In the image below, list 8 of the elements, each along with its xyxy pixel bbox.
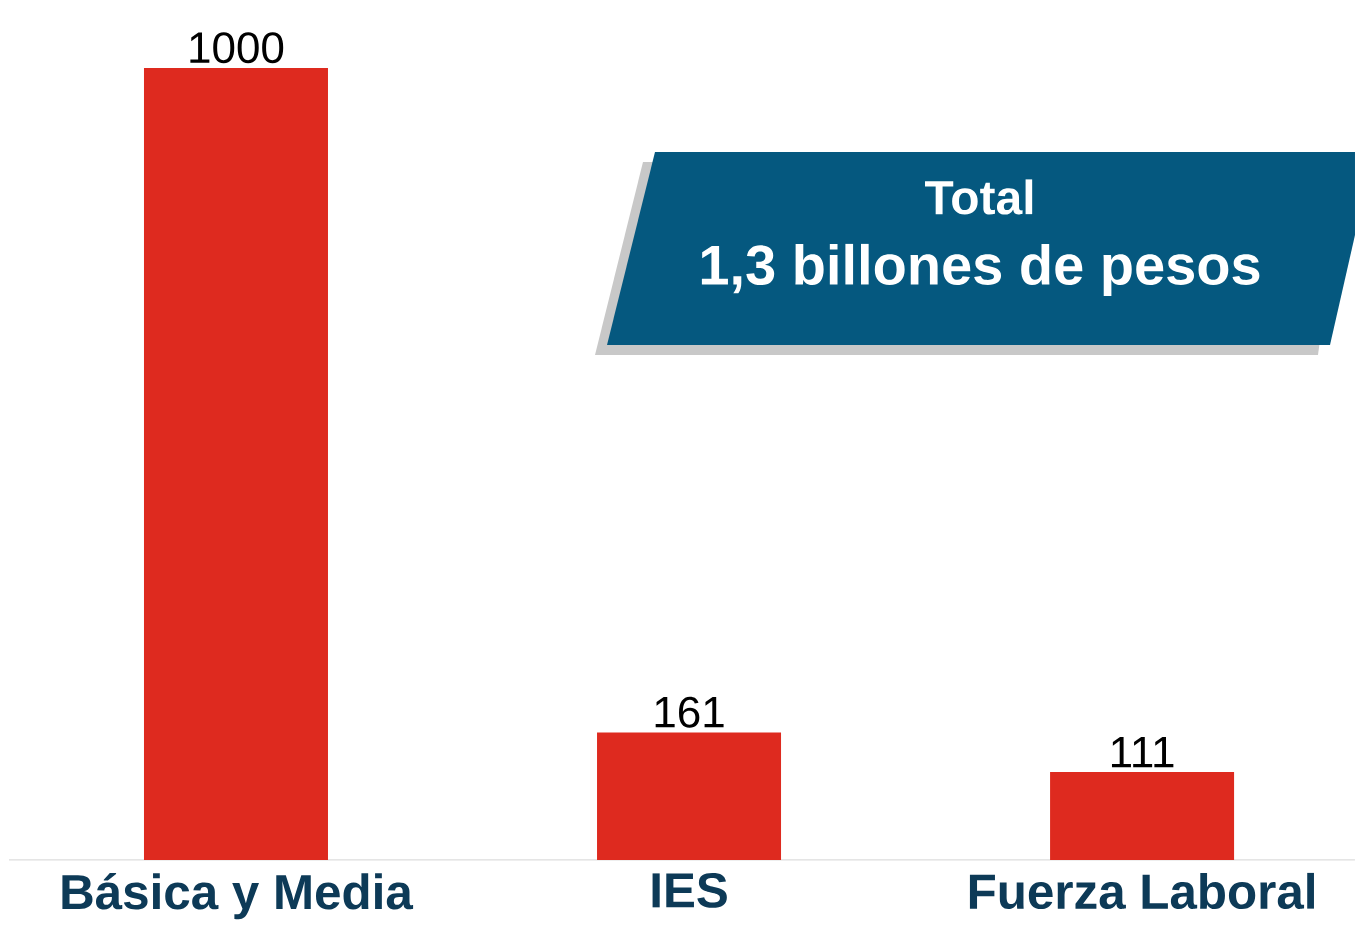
data-label: 161 [655,696,724,728]
annotation: Total [925,179,1033,215]
x-tick-label: Básica y Media [62,872,414,920]
data-label: 1000 [190,32,284,64]
x-tick-label: IES [652,872,727,908]
data-label: 111 [1111,737,1174,768]
annotation: 1,3 billones de pesos [701,243,1260,297]
x-tick-label: Fuerza Laboral [969,872,1314,910]
